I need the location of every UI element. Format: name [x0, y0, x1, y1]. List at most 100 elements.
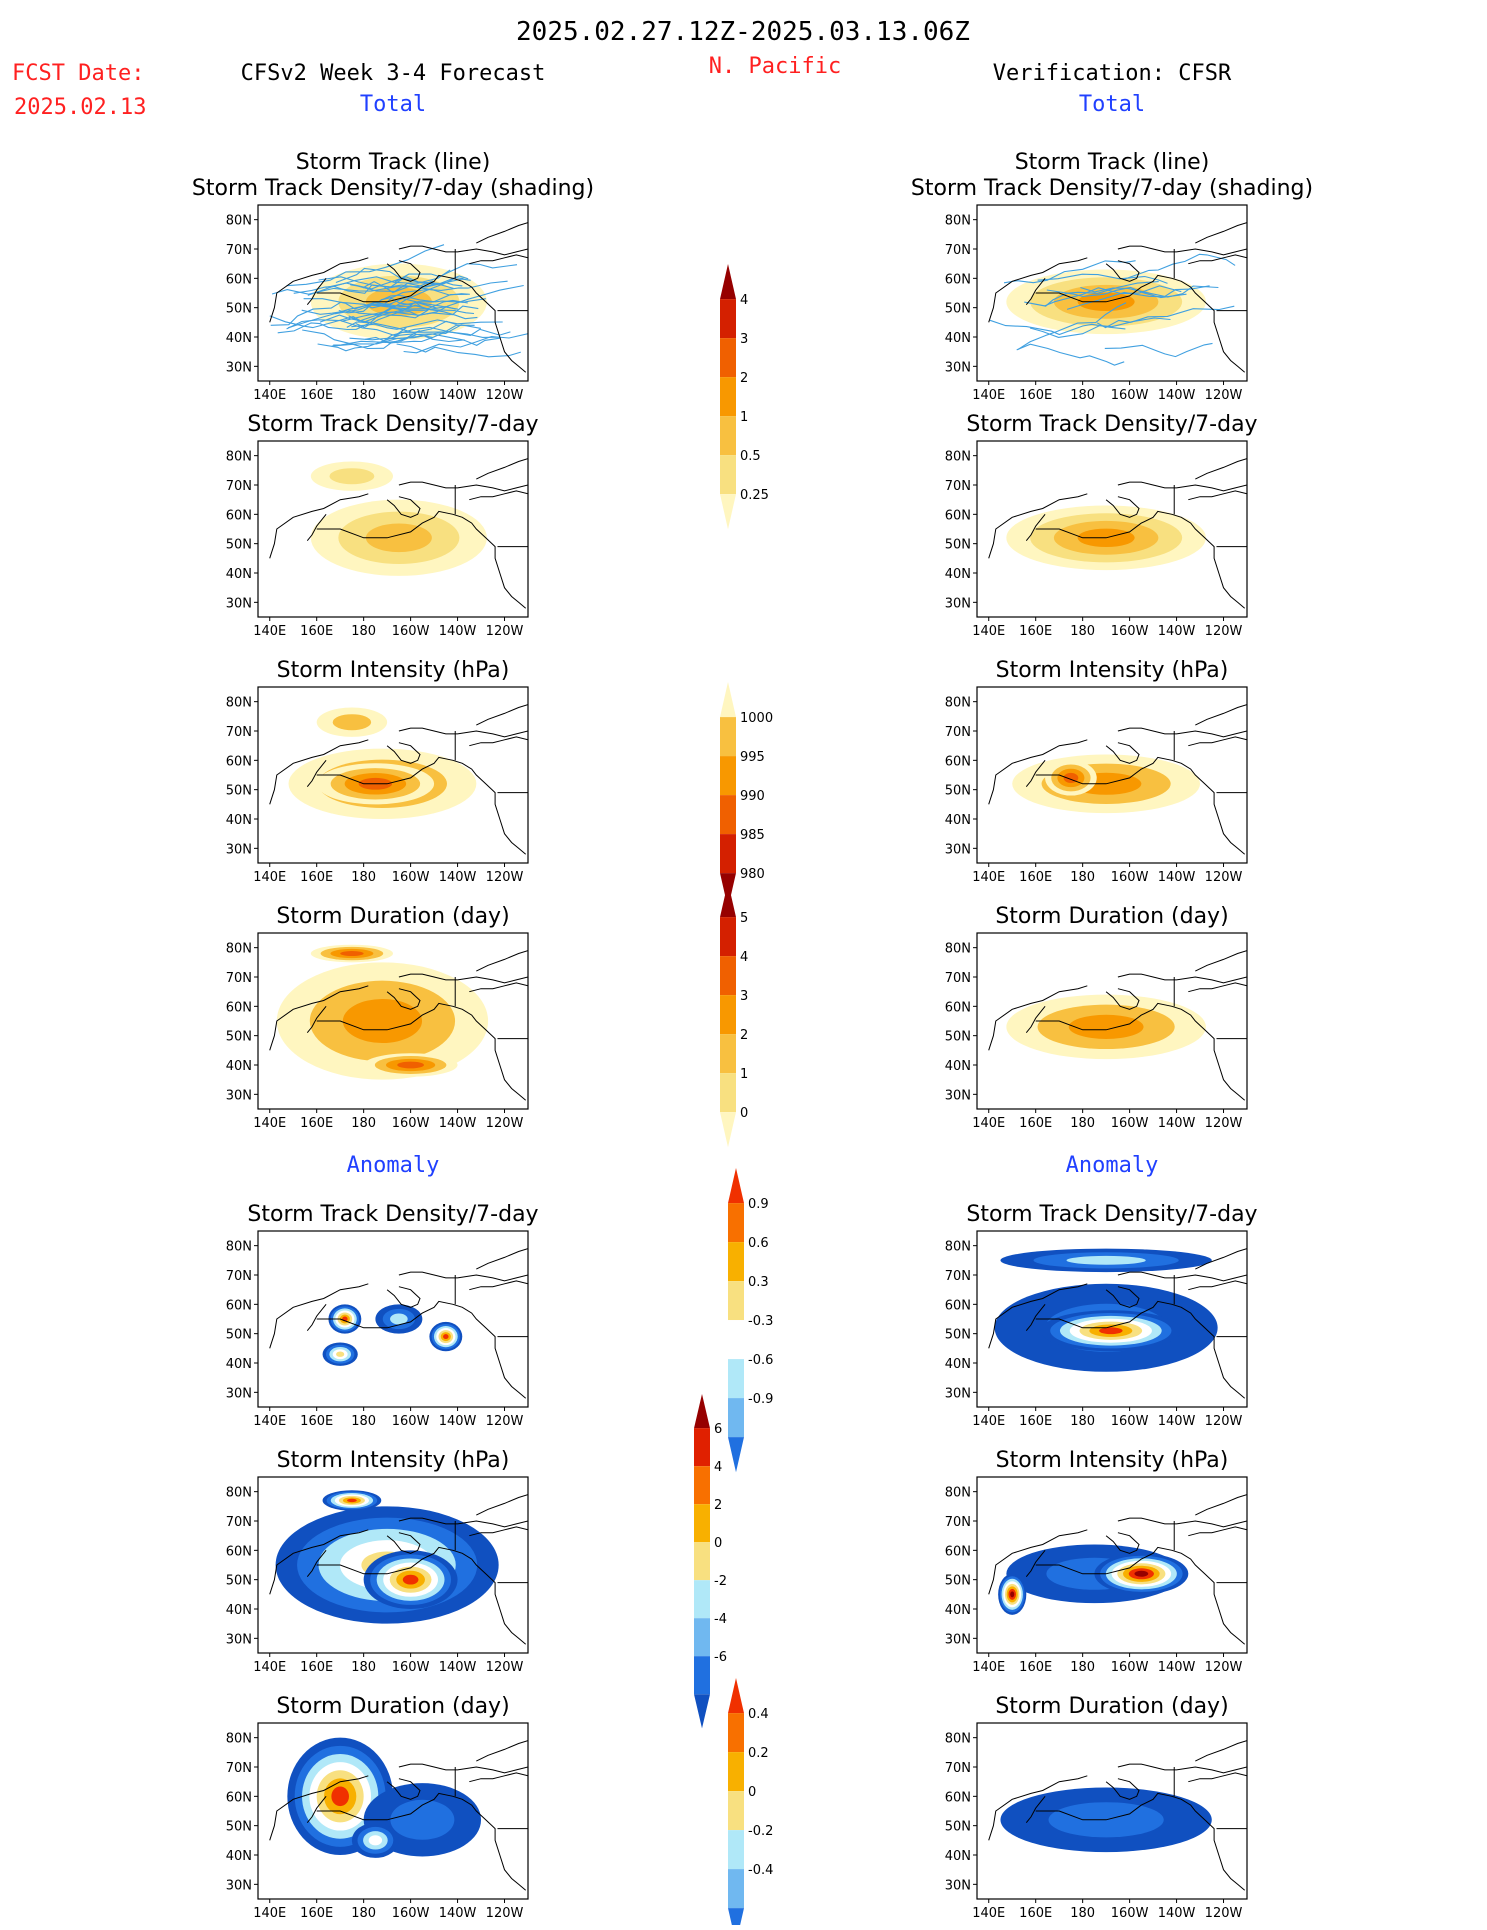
storm-track-line	[397, 284, 524, 317]
coastline	[1105, 1778, 1140, 1800]
shading-blob	[331, 1786, 349, 1807]
lon-tick-label: 160W	[1111, 1414, 1149, 1429]
coastline	[1025, 1005, 1046, 1034]
shading-blob	[443, 1334, 449, 1340]
colorbar-label: -4	[714, 1612, 727, 1627]
lon-tick-label: 160E	[1019, 388, 1052, 403]
colorbar-segment	[694, 1656, 710, 1695]
shading-blob	[1010, 1591, 1015, 1598]
colorbar-label: -0.3	[748, 1314, 773, 1329]
colorbar-segment	[720, 1034, 736, 1074]
map-panel-fc-density: Storm Track Density/7-day 80N 70N 60N 50N 40N…	[226, 412, 539, 639]
coastline	[269, 493, 369, 559]
lat-tick-label: 60N	[226, 754, 252, 769]
lat-tick-label: 80N	[945, 1240, 971, 1255]
lon-tick-label: 140E	[253, 1414, 286, 1429]
colorbar-label: -0.2	[748, 1824, 773, 1839]
panel-title: Storm Track (line)	[296, 150, 491, 175]
storm-track-line	[277, 322, 370, 334]
lon-tick-label: 140E	[253, 1906, 286, 1921]
shading-blob	[340, 951, 364, 957]
coastline	[1025, 277, 1046, 306]
coastline	[1195, 222, 1247, 244]
storm-track-line	[319, 314, 457, 334]
coastline	[988, 493, 1088, 559]
total-right-label: Total	[1079, 92, 1145, 117]
shading-blob	[1099, 1327, 1123, 1335]
coastline	[269, 257, 369, 323]
lat-tick-label: 50N	[945, 1820, 971, 1835]
lat-tick-label: 70N	[226, 725, 252, 740]
map-frame	[257, 1722, 529, 1900]
coastline	[386, 988, 421, 1010]
colorbar-segment	[720, 416, 736, 456]
storm-track-line	[349, 331, 499, 341]
colorbar-bottom-arrow	[720, 1112, 736, 1148]
colorbar-label: 4	[714, 1460, 722, 1475]
coastline	[269, 1775, 369, 1841]
lat-tick-label: 80N	[226, 450, 252, 465]
coastline	[306, 1795, 327, 1824]
panel-title: Storm Duration (day)	[276, 1694, 509, 1719]
colorbar-label: 985	[740, 828, 765, 843]
lon-tick-label: 160W	[392, 624, 430, 639]
lat-tick-label: 40N	[945, 567, 971, 582]
coastline	[306, 1303, 327, 1332]
storm-track-line	[1017, 302, 1127, 351]
colorbar-segment	[720, 338, 736, 378]
model-title: CFSv2 Week 3-4 Forecast	[241, 61, 546, 86]
coastline	[398, 1271, 528, 1282]
coastline	[269, 1529, 369, 1595]
colorbar-anom-intensity: 6 4 2 0 -2 -4 -6	[694, 1394, 727, 1729]
colorbar-segment	[720, 834, 736, 874]
lat-tick-label: 50N	[226, 1820, 252, 1835]
storm-track-line	[351, 319, 503, 330]
lon-tick-label: 120W	[486, 870, 524, 885]
lon-tick-label: 160W	[1111, 870, 1149, 885]
coastline	[1035, 1002, 1246, 1101]
shading-blob	[390, 1799, 455, 1840]
lon-tick-label: 120W	[486, 388, 524, 403]
lat-tick-label: 80N	[945, 1732, 971, 1747]
lat-tick-label: 50N	[945, 1328, 971, 1343]
lon-tick-label: 140W	[1158, 388, 1196, 403]
lon-tick-label: 140W	[1158, 624, 1196, 639]
coastline	[316, 1792, 527, 1891]
coastline	[1117, 1271, 1247, 1282]
colorbar-bottom-arrow	[728, 1908, 744, 1930]
colorbar-segment	[728, 1242, 744, 1282]
panel-title: Storm Track (line)	[1015, 150, 1210, 175]
storm-track-line	[386, 335, 501, 347]
map-frame	[257, 440, 529, 618]
colorbar-label: -6	[714, 1650, 727, 1665]
lat-tick-label: 70N	[226, 243, 252, 258]
colorbar-segment	[720, 717, 736, 757]
lon-tick-label: 120W	[1205, 1414, 1243, 1429]
lat-tick-label: 40N	[945, 813, 971, 828]
coastline	[1195, 1494, 1247, 1516]
lon-tick-label: 160E	[1019, 1906, 1052, 1921]
colorbar-top-arrow	[694, 1394, 710, 1429]
lat-tick-label: 70N	[945, 1515, 971, 1530]
lat-tick-label: 80N	[945, 214, 971, 229]
colorbar-segment	[720, 756, 736, 796]
coastline	[1025, 1303, 1046, 1332]
colorbar-segment	[720, 299, 736, 339]
map-frame	[976, 686, 1248, 864]
lat-tick-label: 70N	[226, 1269, 252, 1284]
date-range-title: 2025.02.27.12Z-2025.03.13.06Z	[516, 17, 970, 47]
storm-track-line	[333, 333, 466, 346]
map-panel-obs-intensity: Storm Intensity (hPa)80N70N60N50N40N30N1…	[945, 658, 1248, 885]
shading-blob	[329, 468, 375, 485]
coastline	[988, 1775, 1088, 1841]
colorbar-label: 0.9	[748, 1197, 769, 1212]
panel-title: Storm Intensity (hPa)	[996, 658, 1229, 683]
lon-tick-label: 180	[351, 388, 376, 403]
coastline	[316, 510, 527, 609]
lat-tick-label: 40N	[945, 1849, 971, 1864]
shading-blob	[365, 523, 432, 553]
colorbar-top-arrow	[720, 682, 736, 718]
colorbar-segment	[694, 1580, 710, 1619]
colorbar-label: 2	[740, 371, 748, 386]
panel-title: Storm Track Density/7-day	[966, 412, 1257, 437]
